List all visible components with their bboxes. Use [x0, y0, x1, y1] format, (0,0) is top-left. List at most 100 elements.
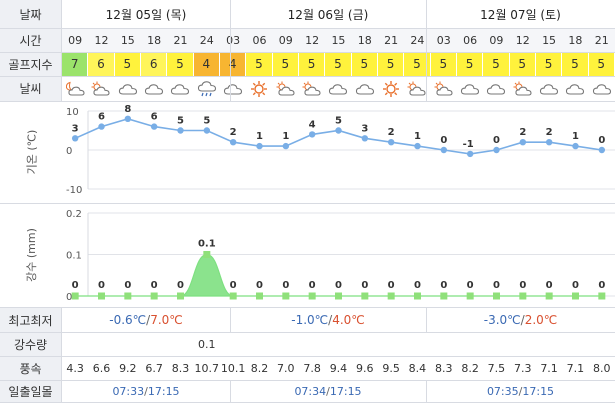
temp-data-label: -1 [463, 139, 474, 150]
rain-cloud-icon [194, 76, 220, 101]
time-cell: 15 [542, 33, 557, 47]
partly-cloudy-icon [273, 76, 299, 101]
temp-data-label: 3 [361, 123, 368, 134]
rain-amount-cell [220, 332, 246, 356]
temp-point [572, 142, 579, 150]
golf-index-cell: 5 [562, 52, 589, 76]
wind-row: 풍속 4.3 6.6 9.2 6.7 8.3 10.7 10.1 8.2 7.0 7.8 9.4 9.… [0, 356, 615, 380]
temp-chart-row: 기온 (℃) 10 0 -10 3 6 8 6 5 5 2 1 1 4 5 3 2 1 0 -1 0 2 2 1 0 [0, 101, 615, 203]
date-row: 날짜 12월 05일 (목) 12월 06일 (금) 12월 07일 (토) [0, 0, 615, 28]
time-cell: 18 [568, 33, 583, 47]
rain-amount-cell [62, 332, 88, 356]
rain-data-label: 0 [519, 280, 526, 291]
temp-data-label: 6 [151, 112, 158, 123]
rain-chart: 0.20.100 0 0 0 00.10 0 0 0 0 0 0 0 0 0 0 0 0 0 0 [66, 209, 615, 303]
temp-point [440, 146, 448, 154]
temp-point [229, 139, 237, 146]
rain-point [335, 292, 342, 300]
rain-tick-label: 0.1 [66, 251, 82, 262]
cloudy-icon [325, 76, 351, 101]
temp-tick-label: 0 [66, 146, 72, 157]
temp-point [282, 142, 290, 150]
temp-data-label: 5 [203, 116, 210, 127]
rain-data-label: 0 [493, 280, 500, 291]
weather-label: 날씨 [0, 76, 62, 101]
rain-point [493, 292, 500, 300]
temp-point [98, 123, 105, 130]
date-header-1: 12월 05일 (목) [105, 7, 187, 22]
wind-cell: 8.4 [408, 361, 427, 375]
rain-amount-cell [404, 332, 430, 356]
cloudy-icon [220, 76, 246, 101]
minmax-row: 최고최저 -0.6℃/7.0℃ -1.0℃/4.0℃ -3.0℃/2.0℃ [0, 308, 615, 332]
weather-row: 날씨 [0, 76, 615, 101]
sun-icon [246, 76, 272, 101]
wind-cell: 8.0 [592, 361, 611, 375]
rain-point [203, 251, 211, 258]
rain-data-label: 0 [282, 280, 289, 291]
rain-data-label: 0 [98, 280, 105, 291]
golf-index-cell: 5 [272, 52, 299, 76]
rain-point [71, 292, 79, 300]
cloudy-icon [352, 76, 378, 101]
temp-point [150, 123, 158, 130]
temp-data-label: 3 [72, 123, 79, 134]
time-label: 시간 [0, 28, 62, 52]
date-header-2: 12월 06일 (금) [287, 7, 369, 22]
rain-point [466, 292, 474, 300]
minmax-day-1: -0.6℃/7.0℃ [109, 313, 183, 327]
rain-amount-row: 강수량 0.1 [0, 332, 615, 356]
wind-cell: 7.5 [487, 361, 506, 375]
rain-amount-cell [115, 332, 141, 356]
rain-chart-row: 강수 (mm) 0.2 0.1 0 0 0 0 0 0 0.1 0 0 0 0 0 0 0 0 0 0 0 0 0 0 0 [0, 203, 615, 307]
rain-data-label: 0 [414, 280, 421, 291]
temp-data-label: 2 [519, 127, 526, 138]
temp-data-label: 1 [572, 131, 579, 142]
sun-label: 일출일몰 [0, 380, 62, 403]
temp-data-label: 4 [309, 119, 316, 130]
rain-data-label: 0.1 [198, 239, 216, 250]
time-cell: 12 [305, 33, 320, 47]
rain-data-label: 0 [572, 280, 579, 291]
minmax-day-2: -1.0℃/4.0℃ [291, 313, 365, 327]
partly-cloudy-night-icon [62, 76, 88, 101]
wind-cell: 8.3 [435, 361, 453, 375]
wind-cell: 4.3 [66, 361, 84, 375]
cloudy-icon [141, 76, 167, 101]
rain-point [150, 292, 158, 300]
rain-point [177, 292, 184, 300]
time-cell: 09 [68, 33, 83, 47]
temp-point [124, 115, 132, 122]
temp-data-label: 5 [335, 116, 342, 127]
rain-data-label: 0 [335, 280, 342, 291]
golf-index-cell: 5 [509, 52, 536, 76]
temp-point [519, 139, 527, 146]
time-cell: 18 [357, 33, 372, 47]
rain-point [598, 292, 606, 300]
temp-point [308, 131, 316, 138]
temp-point [361, 135, 369, 142]
rain-point [308, 292, 316, 300]
temp-point [598, 146, 606, 154]
rain-amount-cell [589, 332, 615, 356]
wind-cell: 9.2 [119, 361, 137, 375]
rain-amount-cell [352, 332, 378, 356]
minmax-day-3: -3.0℃/2.0℃ [483, 313, 558, 327]
time-cell: 21 [173, 33, 188, 47]
wind-cell: 6.6 [92, 361, 111, 375]
sun-day-2: 07:34/17:15 [294, 385, 362, 398]
temp-point [71, 135, 79, 142]
date-label: 날짜 [0, 0, 62, 28]
golf-index-cell: 5 [588, 52, 615, 76]
rain-point [229, 292, 237, 300]
golf-index-cell: 5 [325, 52, 352, 76]
temp-data-label: 0 [440, 135, 447, 146]
golf-index-cell: 7 [62, 52, 89, 76]
rain-amount-cell [536, 332, 562, 356]
date-header-3: 12월 07일 (토) [480, 7, 561, 22]
rain-data-label: 0 [388, 280, 395, 291]
golf-index-cell: 5 [377, 52, 405, 76]
rain-axis-label: 강수 (mm) [24, 228, 38, 282]
rain-point [98, 292, 105, 300]
rain-data-label: 0 [124, 280, 131, 291]
